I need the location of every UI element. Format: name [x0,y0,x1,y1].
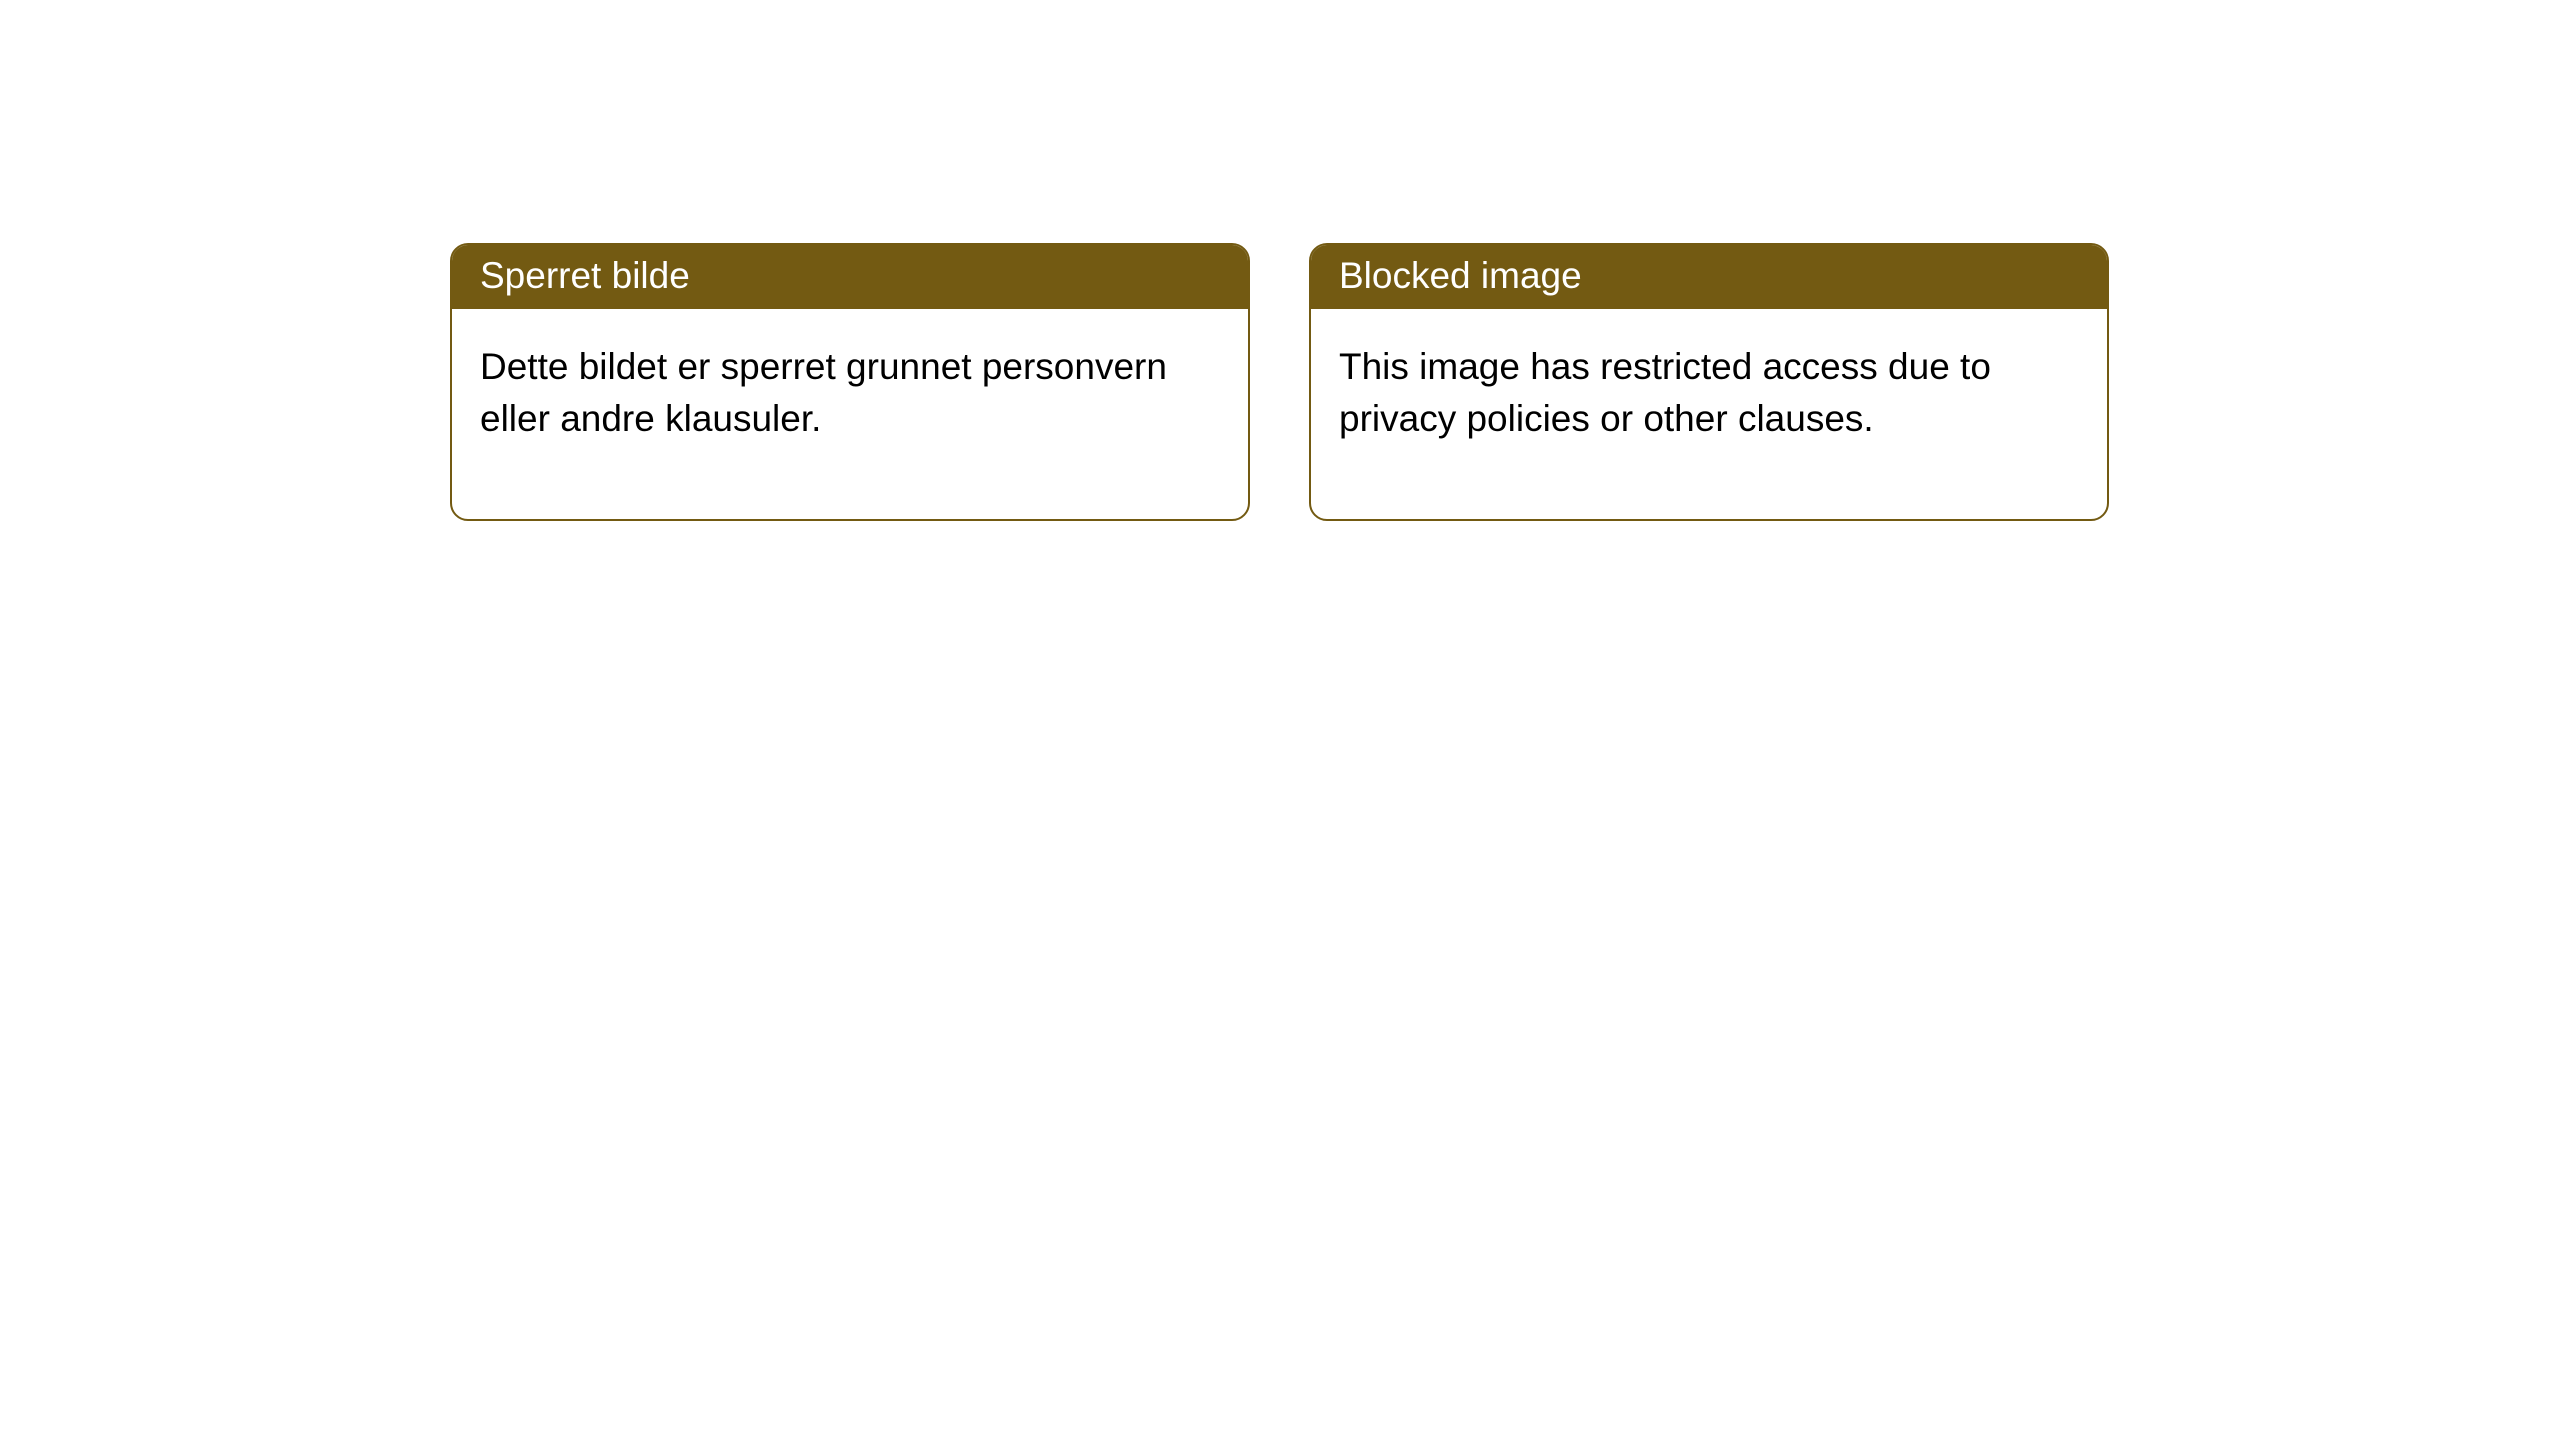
card-header-no: Sperret bilde [452,245,1248,309]
notice-card-en: Blocked image This image has restricted … [1309,243,2109,521]
card-body-en: This image has restricted access due to … [1311,309,2107,519]
card-body-no: Dette bildet er sperret grunnet personve… [452,309,1248,519]
notice-cards-container: Sperret bilde Dette bildet er sperret gr… [450,243,2109,521]
card-header-en: Blocked image [1311,245,2107,309]
notice-card-no: Sperret bilde Dette bildet er sperret gr… [450,243,1250,521]
